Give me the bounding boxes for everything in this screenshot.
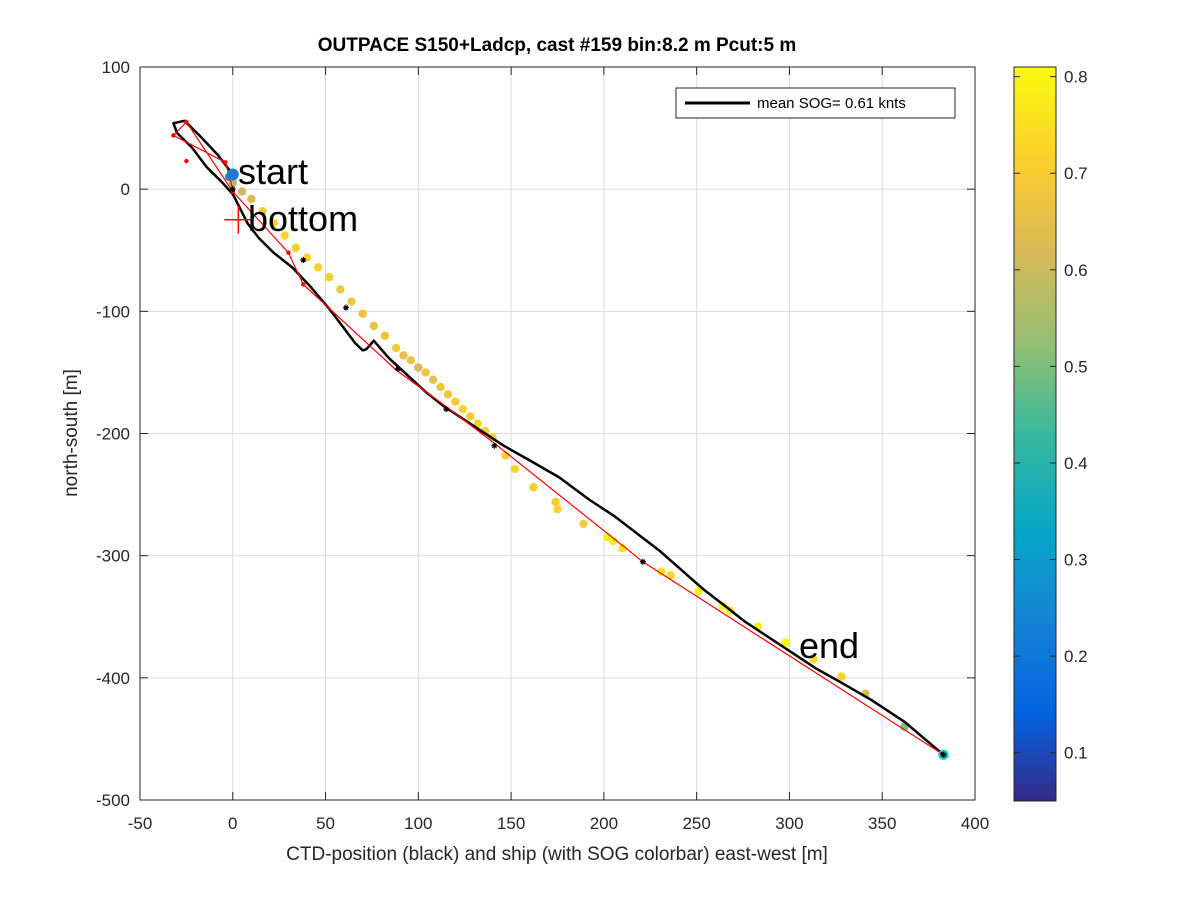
sog-point	[325, 272, 334, 282]
y-tick-label: -400	[96, 669, 130, 688]
x-tick-label: 0	[228, 814, 237, 833]
sog-point	[553, 505, 562, 514]
annotation-end: end	[799, 625, 859, 666]
legend-label: mean SOG= 0.61 knts	[757, 95, 906, 112]
y-tick-label: -500	[96, 791, 130, 810]
sog-point	[510, 464, 520, 474]
sog-point	[458, 404, 468, 414]
ctd-star-marker	[443, 406, 450, 413]
y-tick-label: -200	[96, 425, 130, 444]
sog-point	[428, 375, 438, 384]
sog-point	[451, 397, 460, 406]
ship-vertex-marker	[286, 250, 291, 255]
sog-point	[443, 390, 453, 399]
sog-point	[358, 309, 367, 318]
x-tick-label: 400	[961, 814, 989, 833]
ctd-star-marker	[639, 558, 646, 565]
x-tick-label: -50	[128, 814, 153, 833]
ctd-star-marker	[300, 257, 307, 264]
ship-vertex-marker	[301, 282, 306, 287]
bottom-marker	[224, 205, 253, 234]
sog-point	[436, 382, 445, 392]
colorbar: 0.1 0.2 0.3 0.4 0.5 0.6 0.7 0.8	[1013, 66, 1088, 802]
y-tick-label: 100	[102, 58, 130, 77]
ctd-star-marker	[342, 304, 349, 311]
sog-point	[247, 194, 256, 204]
chart-title: OUTPACE S150+Ladcp, cast #159 bin:8.2 m …	[318, 35, 797, 56]
end-marker	[938, 749, 949, 761]
sog-point	[657, 567, 666, 576]
sog-point	[369, 321, 378, 331]
ship-vertex-marker	[184, 158, 189, 164]
sog-point	[579, 519, 588, 529]
sog-point	[618, 544, 627, 553]
colorbar-tick-label: 0.1	[1064, 744, 1088, 763]
colorbar-tick-label: 0.8	[1064, 68, 1088, 87]
colorbar-gradient	[1013, 66, 1057, 802]
annotation-start: start	[238, 151, 308, 192]
y-axis-label: north-south [m]	[61, 369, 82, 497]
y-tick-label: 0	[121, 180, 130, 199]
x-axis-label: CTD-position (black) and ship (with SOG …	[286, 844, 828, 865]
sog-point	[258, 206, 267, 216]
sog-point	[694, 586, 703, 596]
sog-point	[280, 231, 289, 240]
colorbar-tick-label: 0.4	[1064, 454, 1088, 473]
sog-point	[269, 219, 278, 228]
legend: mean SOG= 0.61 knts	[675, 87, 956, 119]
colorbar-tick-label: 0.5	[1064, 357, 1088, 376]
sog-point	[837, 672, 846, 681]
ship-vertex-marker	[171, 133, 176, 138]
colorbar-tick-label: 0.3	[1064, 551, 1088, 570]
ctd-star-marker	[940, 751, 947, 758]
x-tick-label: 300	[775, 814, 803, 833]
sog-point	[399, 351, 408, 360]
sog-point	[551, 497, 560, 507]
sog-point	[336, 285, 345, 294]
ctd-track-line	[172, 119, 945, 756]
x-tick-label: 200	[590, 814, 618, 833]
ctd-star-marker	[394, 365, 401, 372]
sog-point	[529, 483, 538, 492]
x-tick-label: 50	[316, 814, 335, 833]
sog-point	[809, 655, 818, 664]
sog-point	[466, 412, 475, 421]
colorbar-ticks: 0.1 0.2 0.3 0.4 0.5 0.6 0.7 0.8	[1014, 68, 1088, 763]
sog-point	[414, 363, 423, 372]
ship-vertex-marker	[184, 119, 189, 125]
x-tick-label: 350	[868, 814, 896, 833]
x-tick-label: 250	[682, 814, 710, 833]
y-tick-label: -300	[96, 547, 130, 566]
sog-point	[391, 343, 401, 353]
sog-point	[421, 368, 430, 377]
sog-point	[347, 297, 356, 306]
axis-ticks: -50 0 50 100 150 200 250 300 350 4001000-100-200-…	[96, 58, 989, 833]
colorbar-tick-label: 0.6	[1064, 261, 1088, 280]
sog-point	[781, 638, 790, 647]
annotation-bottom: bottom	[248, 198, 358, 239]
start-marker	[226, 168, 239, 181]
plot-layer	[171, 119, 949, 761]
colorbar-tick-label: 0.2	[1064, 647, 1088, 666]
ship-track-line	[172, 121, 944, 756]
sog-point	[406, 356, 416, 365]
sog-point	[666, 571, 675, 580]
x-tick-label: 100	[404, 814, 432, 833]
sog-point	[237, 187, 247, 196]
ctd-star-marker	[491, 442, 498, 449]
sog-point	[380, 331, 390, 340]
ctd-star-marker	[229, 186, 236, 193]
x-tick-label: 150	[497, 814, 525, 833]
sog-point	[313, 263, 323, 272]
colorbar-tick-label: 0.7	[1064, 164, 1088, 183]
y-tick-label: -100	[96, 302, 130, 321]
ship-vertex-marker	[223, 160, 228, 165]
sog-point	[291, 243, 301, 253]
sog-point	[608, 536, 618, 546]
